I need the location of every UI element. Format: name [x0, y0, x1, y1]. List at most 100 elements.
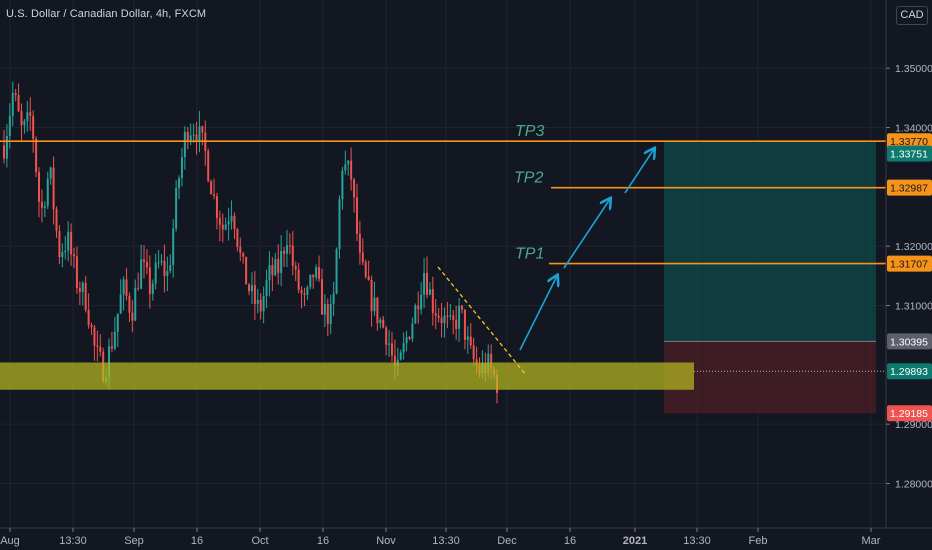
candle-body [163, 261, 166, 276]
time-tick-label: 2021 [623, 535, 647, 547]
candle-body [122, 279, 125, 295]
candle-body [8, 115, 11, 137]
candle-body [40, 201, 43, 208]
candle-body [93, 327, 96, 346]
candle-body [355, 197, 358, 234]
candle-body [280, 250, 283, 273]
candle-body [35, 138, 38, 173]
candle-body [393, 355, 396, 367]
candle-body [294, 265, 297, 270]
candle-body [271, 265, 274, 276]
candle-body [490, 353, 493, 369]
candle-body [81, 282, 84, 292]
candle-body [215, 196, 218, 219]
candle-body [213, 194, 216, 197]
candle-body [414, 305, 417, 324]
time-tick-label: 16 [317, 535, 329, 547]
candle-body [90, 325, 93, 328]
price-tick-label: 1.35000 [895, 63, 932, 75]
candle-body [455, 319, 458, 329]
candle-body [38, 172, 41, 202]
candle-body [315, 267, 318, 278]
candle-body [5, 136, 8, 159]
candle-body [201, 126, 204, 133]
currency-button[interactable]: CAD [896, 6, 928, 25]
candle-body [26, 112, 29, 122]
target-arrow [624, 149, 654, 194]
price-tick-label: 1.32000 [895, 241, 932, 253]
time-tick-label: Dec [497, 535, 517, 547]
price-level-text: 1.30395 [890, 336, 928, 348]
target-levels: TP1 TP2 TP3 [0, 123, 886, 265]
candle-body [353, 179, 356, 198]
price-level-text: 1.33770 [890, 136, 928, 148]
target-label-tp1: TP1 [515, 246, 544, 263]
time-tick-label: Aug [0, 535, 20, 547]
candle-body [116, 313, 119, 332]
candle-body [84, 282, 87, 310]
candle-body [259, 299, 262, 312]
candle-body [172, 228, 175, 265]
candle-body [128, 295, 131, 313]
candle-body [125, 279, 128, 296]
candle-body [306, 287, 309, 295]
candle-body [274, 258, 277, 276]
time-tick-label: Mar [862, 535, 881, 547]
candle-body [268, 265, 271, 281]
time-tick-label: 16 [564, 535, 576, 547]
candle-body [256, 299, 259, 304]
candle-body [137, 287, 140, 289]
candle-body [466, 336, 469, 340]
target-label-tp3: TP3 [515, 123, 544, 140]
candle-body [475, 359, 478, 366]
candle-body [390, 343, 393, 356]
candle-body [469, 336, 472, 346]
candle-body [373, 297, 376, 312]
candle-body [253, 285, 256, 304]
candle-body [183, 131, 186, 158]
candle-body [189, 135, 192, 141]
candle-body [195, 134, 198, 141]
candle-body [207, 150, 210, 182]
candle-body [70, 231, 73, 255]
candle-body [145, 261, 148, 268]
price-level-text: 1.31707 [890, 259, 928, 271]
candle-body [440, 317, 443, 324]
candle-body [283, 250, 286, 254]
price-level-badge [887, 179, 932, 196]
time-tick-label: Feb [749, 535, 768, 547]
candle-body [29, 112, 32, 116]
price-level-text: 1.32987 [890, 183, 928, 195]
price-level-text: 1.29185 [890, 408, 928, 420]
candle-body [140, 259, 143, 289]
candle-body [87, 309, 90, 326]
price-tick-label: 1.28000 [895, 479, 932, 491]
time-tick-label: 16 [191, 535, 203, 547]
time-tick-label: 13:30 [59, 535, 87, 547]
candle-body [341, 170, 344, 200]
candle-body [108, 346, 111, 378]
candle-body [151, 283, 154, 294]
candle-body [119, 294, 122, 314]
candle-body [320, 279, 323, 315]
candle-body [233, 215, 236, 230]
candle-body [230, 215, 233, 222]
price-level-badge [887, 145, 932, 162]
candle-body [99, 346, 102, 352]
candle-body [312, 274, 315, 278]
price-level-badge [887, 333, 932, 350]
candle-body [58, 231, 61, 258]
candle-body [224, 224, 227, 230]
candle-body [154, 262, 157, 284]
candle-body [344, 164, 347, 171]
candle-body [449, 315, 452, 317]
candle-body [46, 178, 49, 206]
candle-body [113, 331, 116, 349]
candle-body [399, 352, 402, 360]
candle-body [285, 245, 288, 254]
trendline [437, 266, 526, 375]
candle-body [335, 249, 338, 294]
candle-body [423, 272, 426, 295]
candle-body [245, 256, 248, 285]
